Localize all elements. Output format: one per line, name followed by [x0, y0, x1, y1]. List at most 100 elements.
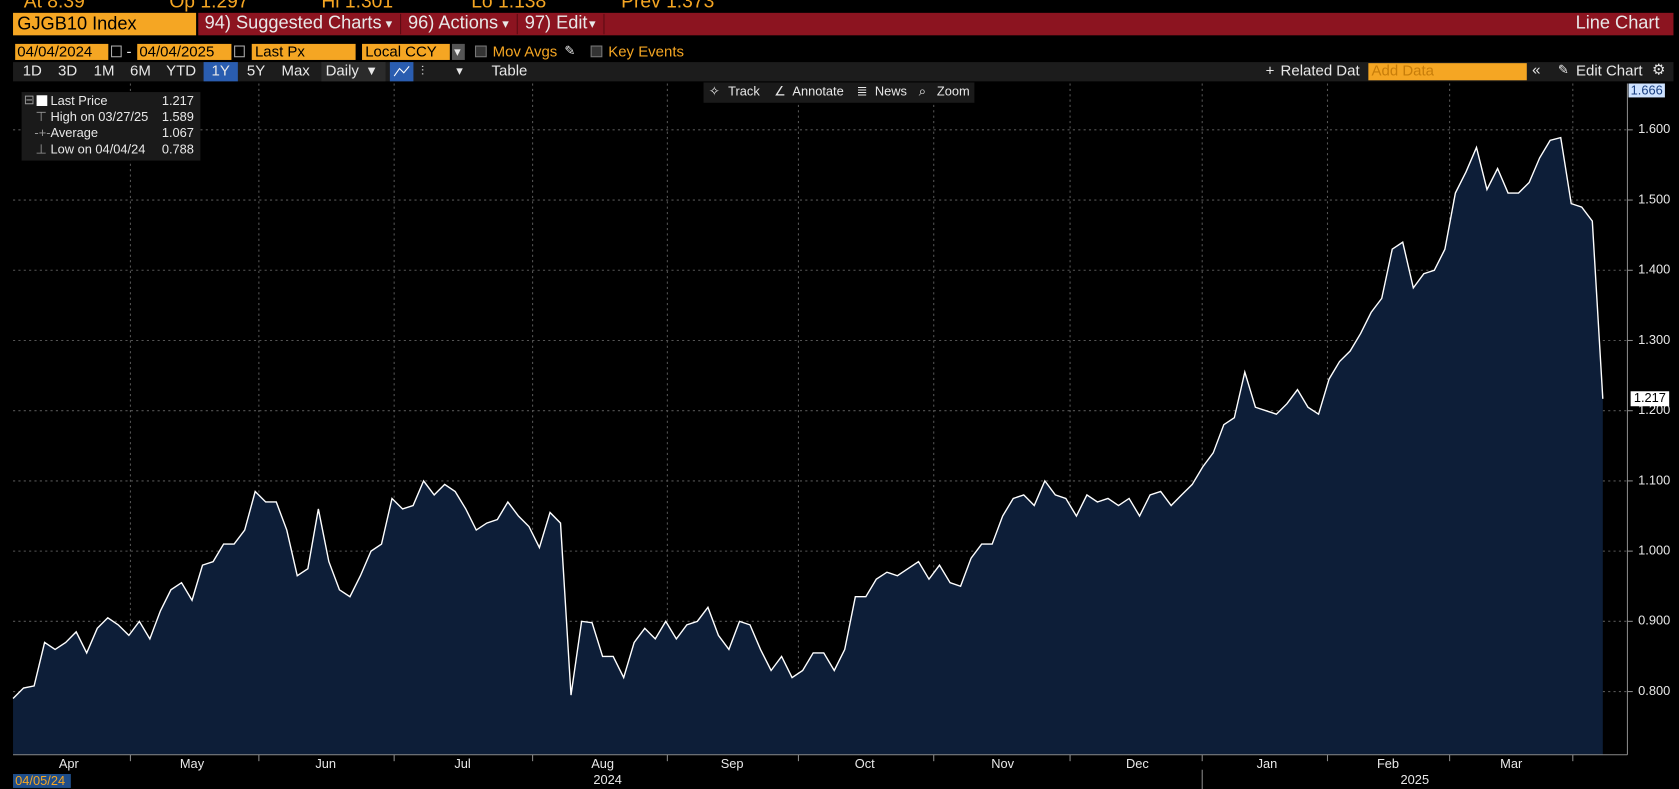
x-tick-label: Dec	[1126, 756, 1149, 771]
periods: 1D 3D 1M 6M YTD 1Y 5Y Max	[23, 62, 311, 82]
stat-label: High on 03/27/25	[51, 109, 149, 124]
start-date[interactable]: 04/04/2024	[17, 43, 92, 60]
stat-value: 1.589	[162, 109, 194, 124]
year-label: 2024	[593, 772, 622, 787]
stat-label: Average	[51, 125, 99, 140]
menu-item[interactable]: 96) Actions	[408, 12, 498, 32]
quote-row: At 8:39 Op 1.297 Hi 1.301 Lo 1.138 Prev …	[24, 0, 715, 12]
add-data[interactable]: Add Data	[1372, 63, 1435, 80]
stat-label: Low on 04/04/24	[51, 141, 146, 156]
stat-value: 1.067	[162, 125, 194, 140]
period[interactable]: 1Y	[212, 63, 230, 80]
line	[12, 136, 1604, 700]
period-selected[interactable]	[203, 62, 238, 82]
last-label: 1.217	[1634, 390, 1666, 405]
option[interactable]: Key Events	[608, 43, 684, 60]
period[interactable]: 3D	[58, 63, 77, 80]
x-tick-label: Feb	[1377, 756, 1399, 771]
tool-icon: ✧	[709, 83, 720, 98]
menu-bar	[198, 12, 1674, 36]
menu-item[interactable]: 97) Edit	[525, 12, 588, 32]
plus[interactable]: +	[1266, 63, 1275, 80]
option[interactable]: Mov Avgs	[493, 43, 558, 60]
y-tick-label: 0.900	[1638, 613, 1670, 628]
tool-icon: ∠	[774, 83, 786, 98]
x-tick-label: Apr	[59, 756, 80, 771]
quote: At 8:39	[24, 0, 85, 12]
pen-icon[interactable]: ✎	[564, 43, 575, 58]
tool-strip	[703, 82, 975, 103]
period[interactable]: 1M	[94, 63, 115, 80]
field-input[interactable]	[251, 43, 356, 60]
tool[interactable]: Zoom	[937, 83, 970, 98]
ticker-box[interactable]	[13, 12, 197, 36]
dropdown-arrow[interactable]: ▾	[454, 44, 461, 59]
stat-value: 1.217	[162, 93, 194, 108]
frequency-button[interactable]	[321, 62, 386, 82]
related-data[interactable]: Related Dat	[1281, 63, 1361, 80]
date-input[interactable]	[15, 43, 109, 60]
period[interactable]: 5Y	[247, 63, 265, 80]
field[interactable]: Last Px	[255, 43, 305, 60]
x-tick-label: Oct	[855, 756, 875, 771]
frequency[interactable]: Daily	[326, 63, 360, 80]
dropdown-arrow[interactable]: ▾	[386, 16, 393, 31]
bar-chart-icon[interactable]: ⫶	[421, 63, 424, 78]
ticker[interactable]: GJGB10 Index	[17, 13, 136, 33]
dropdown-arrow[interactable]: ▾	[502, 16, 509, 31]
x-tick-label: Mar	[1500, 756, 1523, 771]
dropdown[interactable]	[451, 43, 465, 60]
settings[interactable]: ⚙	[1652, 62, 1665, 79]
pen-icon[interactable]: ✎	[1558, 62, 1569, 77]
collapse[interactable]: «	[1532, 62, 1540, 79]
ylim-label: 1.666	[1631, 82, 1663, 97]
currency[interactable]: Local CCY	[365, 43, 437, 60]
y-tick-label: 0.800	[1638, 683, 1670, 698]
currency-input[interactable]	[362, 43, 450, 60]
y-tick-label: 1.100	[1638, 472, 1670, 487]
tool[interactable]: Track	[728, 83, 760, 98]
menu-item[interactable]: 94) Suggested Charts	[205, 12, 382, 32]
dropdown-arrow[interactable]: ▾	[589, 16, 596, 31]
last-box	[1630, 391, 1670, 407]
stat-icon: -+-	[34, 125, 50, 140]
period[interactable]: YTD	[166, 63, 196, 80]
y-tick-label: 1.300	[1638, 332, 1670, 347]
end-date[interactable]: 04/04/2025	[139, 43, 214, 60]
x-tick-label: Jun	[315, 756, 336, 771]
tool[interactable]: News	[875, 83, 907, 98]
line-chart-icon[interactable]	[389, 62, 414, 82]
add-data-input[interactable]	[1368, 63, 1527, 81]
checkbox[interactable]	[590, 45, 603, 58]
dropdown-arrow[interactable]: ▾	[456, 63, 463, 78]
tool[interactable]: Annotate	[792, 83, 843, 98]
period[interactable]: 1D	[23, 63, 42, 80]
x-tick-label: Sep	[721, 756, 744, 771]
period[interactable]: Max	[282, 63, 311, 80]
legend-toggle[interactable]: ⊟	[24, 92, 35, 107]
table-button[interactable]: Table	[492, 63, 528, 80]
y-tick-label: 1.000	[1638, 543, 1670, 558]
x-tick-label: Jan	[1257, 756, 1278, 771]
calendar-icon[interactable]	[234, 45, 245, 58]
first-date-box	[13, 774, 71, 788]
y-tick-label: 1.400	[1638, 262, 1670, 277]
checkbox[interactable]	[474, 45, 487, 58]
stat-icon: ⊥	[36, 141, 47, 156]
dropdown-arrow[interactable]: ▼	[365, 63, 378, 78]
legend-swatch	[36, 95, 48, 106]
period[interactable]: 6M	[130, 63, 151, 80]
quote: Op 1.297	[169, 0, 248, 12]
dash: -	[127, 43, 132, 60]
quote: Prev 1.373	[621, 0, 714, 12]
edit-chart[interactable]: Edit Chart	[1576, 63, 1643, 80]
plot: 0.8000.9001.0001.1001.2001.3001.4001.500…	[12, 82, 1670, 789]
year-label: 2025	[1401, 772, 1430, 787]
tool-icon: ⌕	[919, 83, 926, 98]
calendar-icon[interactable]	[110, 45, 122, 58]
quote: Lo 1.138	[471, 0, 546, 12]
first-date: 04/05/24	[15, 773, 65, 788]
toolbar	[13, 62, 1674, 82]
date-input[interactable]	[137, 43, 232, 60]
